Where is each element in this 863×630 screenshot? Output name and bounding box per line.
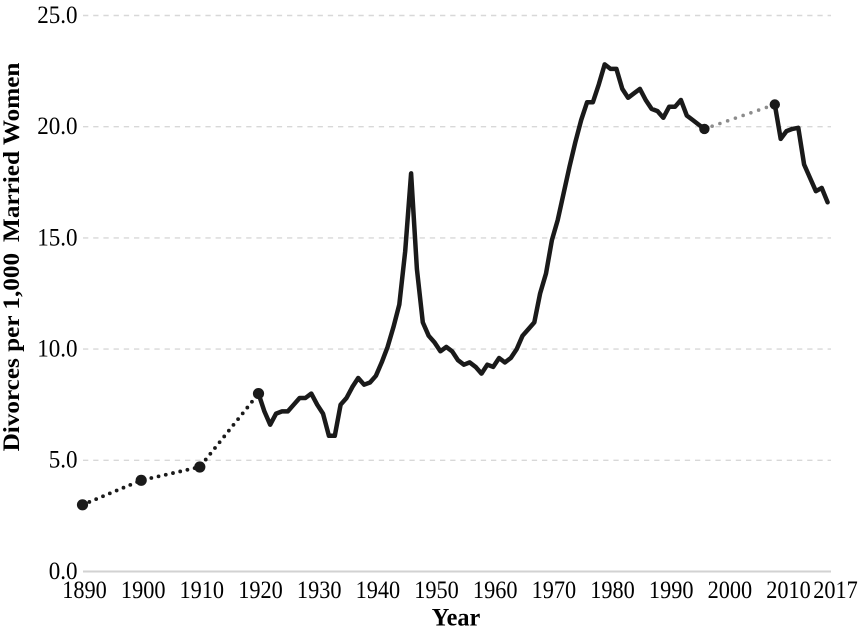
svg-text:5.0: 5.0 xyxy=(49,446,78,474)
svg-text:Divorces per 1,000 Married Wom: Divorces per 1,000 Married Women xyxy=(0,63,25,452)
svg-text:Year: Year xyxy=(432,604,481,630)
svg-text:2017: 2017 xyxy=(813,577,858,605)
svg-text:1990: 1990 xyxy=(649,577,694,605)
svg-text:20.0: 20.0 xyxy=(37,112,77,140)
svg-text:1920: 1920 xyxy=(238,577,283,605)
svg-text:0.0: 0.0 xyxy=(49,557,78,585)
svg-text:1960: 1960 xyxy=(473,577,518,605)
svg-text:1970: 1970 xyxy=(532,577,577,605)
svg-text:1930: 1930 xyxy=(297,577,342,605)
svg-text:10.0: 10.0 xyxy=(37,334,77,362)
svg-text:2010: 2010 xyxy=(766,577,811,605)
svg-text:25.0: 25.0 xyxy=(37,1,77,29)
svg-text:1890: 1890 xyxy=(62,577,107,605)
svg-text:2000: 2000 xyxy=(708,577,753,605)
svg-text:1980: 1980 xyxy=(590,577,635,605)
svg-text:1910: 1910 xyxy=(180,577,225,605)
svg-text:1900: 1900 xyxy=(121,577,166,605)
svg-text:15.0: 15.0 xyxy=(37,223,77,251)
svg-text:1950: 1950 xyxy=(414,577,459,605)
svg-text:1940: 1940 xyxy=(356,577,401,605)
